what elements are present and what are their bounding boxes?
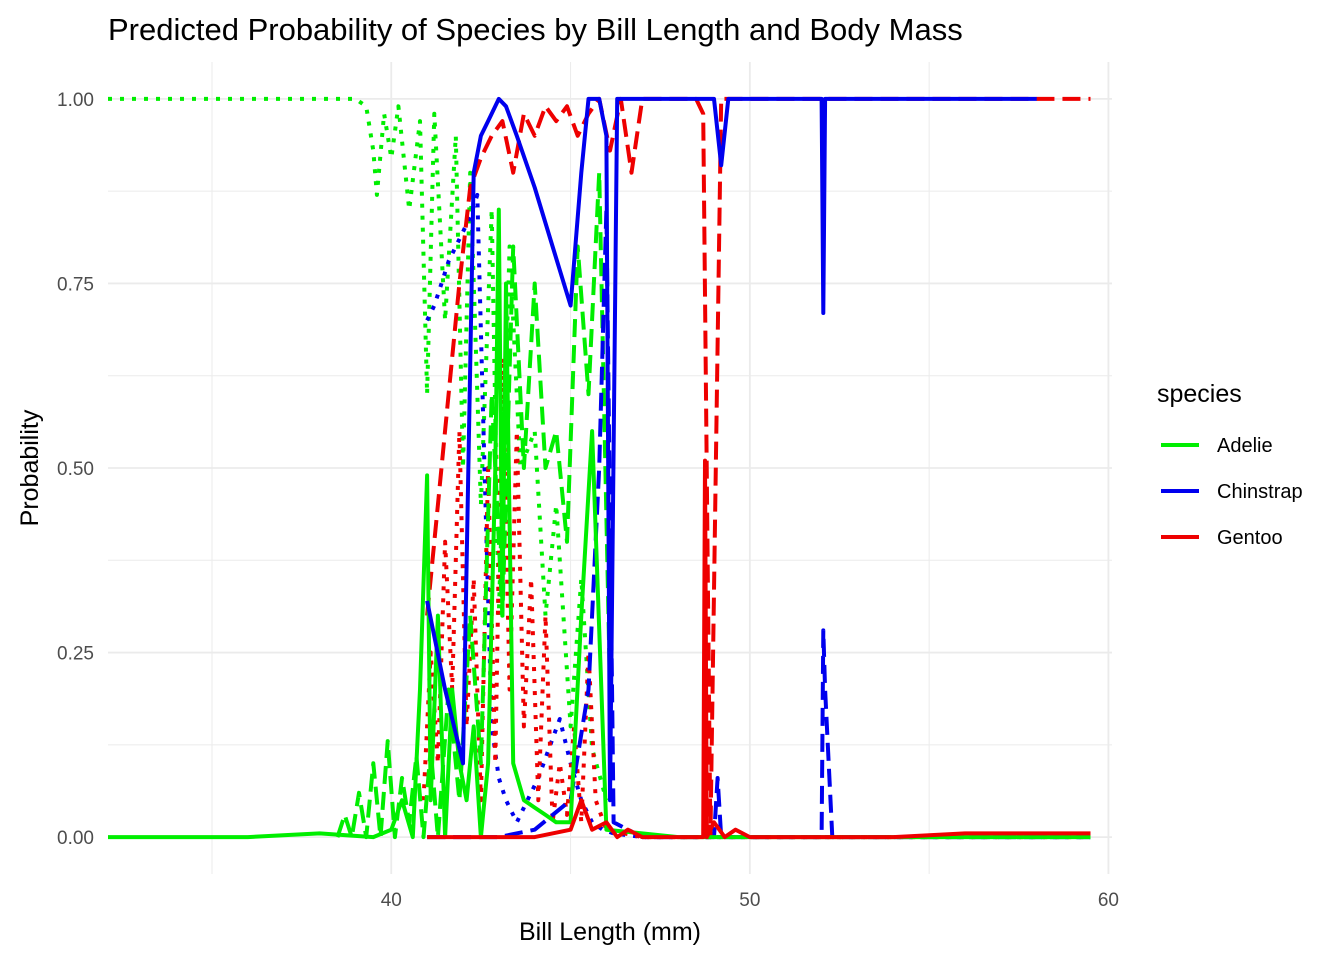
x-tick-label: 40: [381, 890, 402, 911]
series-line-chinstrap-solid: [425, 96, 1037, 803]
y-tick-label: 1.00: [57, 90, 94, 111]
series-line-adelie-solid: [108, 207, 1091, 840]
series-line-adelie-dashed: [335, 170, 612, 840]
y-tick-label: 0.00: [57, 828, 94, 849]
legend: species Adelie Chinstrap Gentoo: [1157, 380, 1303, 549]
x-tick-label: 60: [1098, 890, 1119, 911]
x-axis-title: Bill Length (mm): [519, 918, 701, 946]
legend-label-adelie: Adelie: [1217, 435, 1273, 457]
x-tick-label: 50: [739, 890, 760, 911]
series-layer: [108, 96, 1091, 840]
y-tick-label: 0.25: [57, 644, 94, 665]
y-tick-label: 0.75: [57, 274, 94, 295]
axis-ticks: 40 50 60 0.00 0.25 0.50 0.75 1.00: [57, 90, 1119, 911]
y-tick-label: 0.50: [57, 459, 94, 480]
legend-label-gentoo: Gentoo: [1217, 527, 1283, 549]
series-line-chinstrap-dashed: [427, 207, 1091, 840]
y-axis-title: Probability: [16, 409, 44, 526]
series-line-adelie-dotted: [108, 96, 609, 801]
chart-title: Predicted Probability of Species by Bill…: [108, 12, 963, 47]
series-line-gentoo-solid: [427, 458, 1091, 840]
series-line-chinstrap-dotted: [425, 192, 1091, 840]
legend-label-chinstrap: Chinstrap: [1217, 481, 1303, 503]
legend-title: species: [1157, 380, 1242, 408]
